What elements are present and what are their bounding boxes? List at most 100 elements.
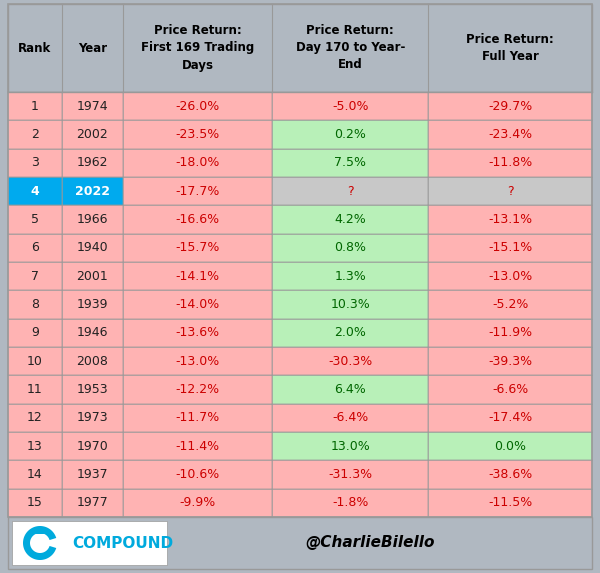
Text: -9.9%: -9.9%	[179, 496, 215, 509]
Bar	[8, 148, 62, 177]
Text: 6.4%: 6.4%	[334, 383, 366, 396]
Text: 15: 15	[27, 496, 43, 509]
Text: 5: 5	[31, 213, 39, 226]
Polygon shape	[23, 526, 56, 560]
Bar	[62, 92, 123, 120]
Text: 2008: 2008	[76, 355, 109, 368]
Bar	[272, 460, 428, 489]
Text: 9: 9	[31, 327, 39, 339]
Bar	[8, 177, 62, 205]
Text: 1937: 1937	[77, 468, 108, 481]
Text: -12.2%: -12.2%	[175, 383, 220, 396]
Bar	[428, 432, 592, 460]
Bar	[123, 262, 272, 291]
Text: 2.0%: 2.0%	[334, 327, 366, 339]
Text: 13.0%: 13.0%	[331, 439, 370, 453]
Text: 1977: 1977	[77, 496, 108, 509]
Text: -26.0%: -26.0%	[175, 100, 220, 113]
Bar	[272, 177, 428, 205]
Bar	[428, 120, 592, 148]
Bar	[272, 432, 428, 460]
Bar	[8, 92, 62, 120]
Text: COMPOUND: COMPOUND	[72, 536, 173, 551]
Text: 2: 2	[31, 128, 39, 141]
Bar	[62, 460, 123, 489]
Text: 1: 1	[31, 100, 39, 113]
Bar	[272, 489, 428, 517]
Text: -39.3%: -39.3%	[488, 355, 532, 368]
Bar	[123, 92, 272, 120]
Bar	[123, 234, 272, 262]
Bar	[428, 375, 592, 403]
Text: 1973: 1973	[77, 411, 108, 425]
Text: Price Return:
Day 170 to Year-
End: Price Return: Day 170 to Year- End	[296, 25, 405, 72]
Text: -11.8%: -11.8%	[488, 156, 532, 170]
Bar	[428, 92, 592, 120]
Bar	[272, 120, 428, 148]
Text: 1953: 1953	[77, 383, 108, 396]
Bar	[428, 177, 592, 205]
Text: -11.4%: -11.4%	[175, 439, 220, 453]
Text: -31.3%: -31.3%	[328, 468, 372, 481]
Bar	[8, 234, 62, 262]
Bar	[428, 148, 592, 177]
Bar	[272, 403, 428, 432]
Text: 7: 7	[31, 270, 39, 282]
Text: -30.3%: -30.3%	[328, 355, 373, 368]
Bar	[428, 489, 592, 517]
Bar	[62, 319, 123, 347]
Text: 1962: 1962	[77, 156, 108, 170]
Bar	[272, 262, 428, 291]
Text: 4.2%: 4.2%	[334, 213, 366, 226]
Text: Price Return:
First 169 Trading
Days: Price Return: First 169 Trading Days	[141, 25, 254, 72]
Text: 1974: 1974	[77, 100, 108, 113]
Polygon shape	[35, 527, 45, 534]
Text: 1940: 1940	[77, 241, 108, 254]
Text: 1970: 1970	[77, 439, 108, 453]
Bar	[8, 4, 592, 517]
Text: -15.7%: -15.7%	[175, 241, 220, 254]
Bar	[8, 347, 62, 375]
Bar	[8, 262, 62, 291]
Bar	[62, 177, 123, 205]
Bar	[428, 319, 592, 347]
Text: -10.6%: -10.6%	[175, 468, 220, 481]
Bar	[8, 4, 592, 92]
Text: 2022: 2022	[75, 185, 110, 198]
Bar	[428, 460, 592, 489]
Bar	[8, 460, 62, 489]
Text: ?: ?	[347, 185, 353, 198]
Bar	[8, 319, 62, 347]
Text: -13.6%: -13.6%	[175, 327, 220, 339]
Text: -23.4%: -23.4%	[488, 128, 532, 141]
Text: -6.6%: -6.6%	[492, 383, 529, 396]
Bar	[428, 262, 592, 291]
Text: -16.6%: -16.6%	[175, 213, 220, 226]
Bar	[272, 319, 428, 347]
Text: 10: 10	[27, 355, 43, 368]
Text: Rank: Rank	[18, 41, 52, 54]
Text: -6.4%: -6.4%	[332, 411, 368, 425]
Bar	[123, 148, 272, 177]
Text: -17.7%: -17.7%	[175, 185, 220, 198]
Bar	[428, 205, 592, 234]
Text: 14: 14	[27, 468, 43, 481]
Text: -5.0%: -5.0%	[332, 100, 368, 113]
Bar	[62, 234, 123, 262]
Text: -29.7%: -29.7%	[488, 100, 532, 113]
Bar	[272, 347, 428, 375]
Bar	[8, 375, 62, 403]
Bar	[428, 403, 592, 432]
Text: 0.2%: 0.2%	[334, 128, 366, 141]
Text: -11.5%: -11.5%	[488, 496, 532, 509]
Text: -17.4%: -17.4%	[488, 411, 532, 425]
Bar	[123, 489, 272, 517]
Bar	[8, 120, 62, 148]
Text: -11.9%: -11.9%	[488, 327, 532, 339]
Text: 1.3%: 1.3%	[334, 270, 366, 282]
Bar	[272, 375, 428, 403]
Text: -15.1%: -15.1%	[488, 241, 532, 254]
Bar	[62, 432, 123, 460]
Text: 0.8%: 0.8%	[334, 241, 366, 254]
Bar	[62, 347, 123, 375]
